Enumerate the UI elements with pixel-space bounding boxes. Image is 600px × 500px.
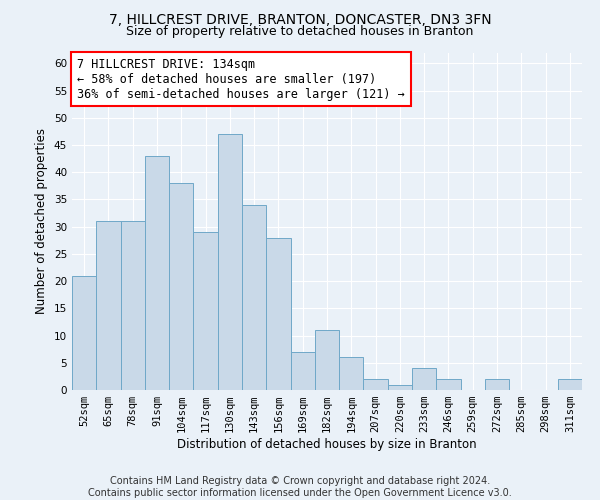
Bar bbox=[388, 384, 412, 390]
Bar bbox=[218, 134, 242, 390]
X-axis label: Distribution of detached houses by size in Branton: Distribution of detached houses by size … bbox=[177, 438, 477, 451]
Text: 7, HILLCREST DRIVE, BRANTON, DONCASTER, DN3 3FN: 7, HILLCREST DRIVE, BRANTON, DONCASTER, … bbox=[109, 12, 491, 26]
Bar bbox=[364, 379, 388, 390]
Text: Contains HM Land Registry data © Crown copyright and database right 2024.
Contai: Contains HM Land Registry data © Crown c… bbox=[88, 476, 512, 498]
Text: 7 HILLCREST DRIVE: 134sqm
← 58% of detached houses are smaller (197)
36% of semi: 7 HILLCREST DRIVE: 134sqm ← 58% of detac… bbox=[77, 58, 405, 100]
Bar bbox=[242, 205, 266, 390]
Bar bbox=[315, 330, 339, 390]
Bar bbox=[558, 379, 582, 390]
Bar bbox=[96, 221, 121, 390]
Bar bbox=[485, 379, 509, 390]
Bar bbox=[436, 379, 461, 390]
Bar bbox=[72, 276, 96, 390]
Text: Size of property relative to detached houses in Branton: Size of property relative to detached ho… bbox=[127, 25, 473, 38]
Bar bbox=[339, 358, 364, 390]
Bar bbox=[266, 238, 290, 390]
Bar bbox=[121, 221, 145, 390]
Bar bbox=[193, 232, 218, 390]
Bar bbox=[290, 352, 315, 390]
Bar bbox=[169, 183, 193, 390]
Y-axis label: Number of detached properties: Number of detached properties bbox=[35, 128, 49, 314]
Bar bbox=[145, 156, 169, 390]
Bar bbox=[412, 368, 436, 390]
